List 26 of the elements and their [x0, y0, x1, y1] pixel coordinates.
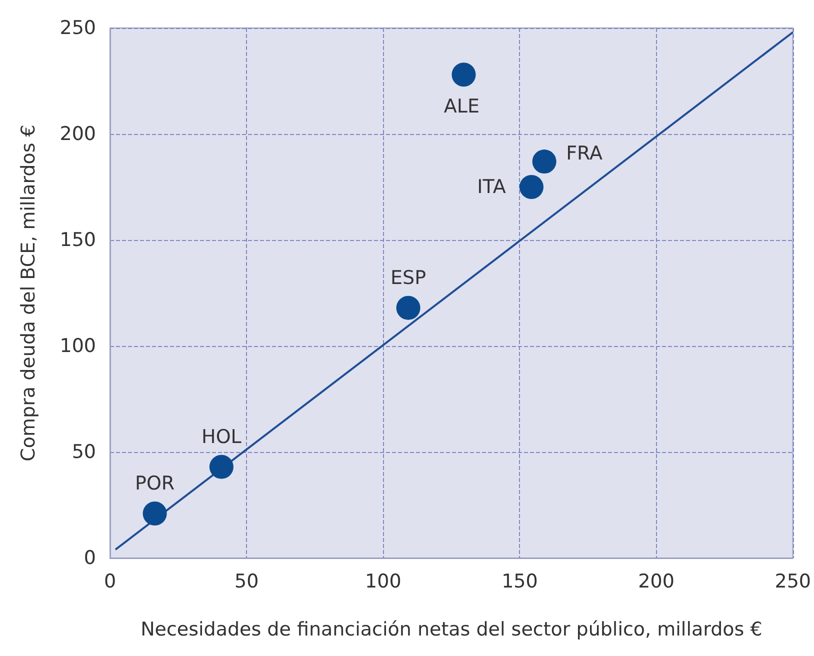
y-tick-label: 50	[72, 441, 96, 463]
annotation: POR	[134, 472, 175, 494]
point	[519, 175, 544, 199]
point	[142, 501, 167, 526]
x-tick-label: 150	[502, 570, 538, 592]
y-axis-title: Compra deuda del BCE, millardos €	[18, 124, 40, 462]
annotation: ITA	[477, 176, 506, 198]
annotation: ESP	[390, 266, 426, 289]
annotation: HOL	[202, 426, 242, 448]
annotation: FRA	[566, 142, 602, 165]
y-tick-label: 200	[60, 123, 96, 145]
point	[396, 296, 420, 320]
x-tick-label: 200	[638, 570, 674, 592]
y-tick-label: 250	[60, 17, 96, 39]
x-tick-label: 50	[234, 570, 259, 592]
x-tick-label: 250	[774, 570, 811, 592]
point	[209, 454, 234, 479]
point	[532, 150, 556, 174]
x-tick-label: 100	[365, 570, 402, 592]
annotation: ALE	[444, 96, 480, 118]
y-tick-label: 100	[60, 335, 96, 357]
y-tick-label: 150	[60, 229, 96, 251]
y-tick-label: 0	[84, 547, 96, 569]
x-tick-label: 0	[104, 570, 116, 592]
point	[452, 62, 476, 87]
x-axis-title: Necesidades de financiación netas del sector público, millardos €	[140, 618, 762, 640]
